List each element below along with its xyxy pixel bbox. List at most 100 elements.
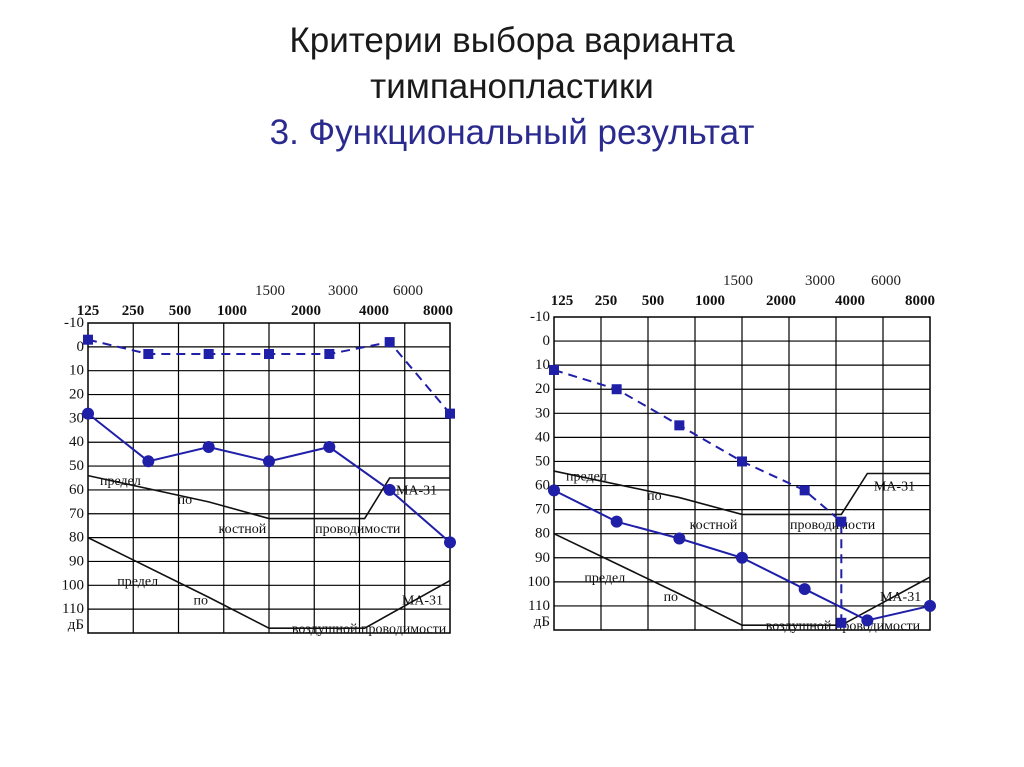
- data-point-circle: [736, 551, 748, 564]
- y-tick-label: 70: [535, 502, 550, 518]
- y-tick-label: 90: [535, 550, 550, 566]
- data-point-circle: [82, 407, 94, 420]
- y-tick-label: 100: [62, 577, 85, 593]
- x-tick-label: 2000: [766, 293, 796, 309]
- data-point-square: [264, 349, 274, 359]
- annotation-air: МА-31: [402, 593, 443, 608]
- annotation-air: по: [664, 590, 679, 605]
- x-subtick-label: 6000: [871, 273, 901, 289]
- data-point-circle: [444, 536, 456, 549]
- x-tick-label: 2000: [291, 303, 321, 319]
- x-tick-label: 8000: [905, 293, 935, 309]
- annotation-air: воздушной проводимости: [292, 622, 447, 637]
- y-unit-label: дБ: [534, 614, 550, 630]
- slide-title: Критерии выбора варианта тимпанопластики…: [0, 18, 1024, 156]
- x-tick-label: 4000: [359, 303, 389, 319]
- data-point-circle: [673, 532, 686, 545]
- data-point-square: [445, 408, 455, 419]
- x-tick-label: 500: [642, 293, 665, 309]
- x-tick-label: 125: [77, 303, 100, 319]
- annotation-air: предел: [584, 571, 625, 586]
- y-tick-label: 110: [528, 598, 550, 614]
- y-tick-label: 50: [69, 458, 84, 474]
- data-point-circle: [924, 599, 936, 612]
- annotation-bone: по: [178, 493, 193, 508]
- x-subtick-label: 3000: [805, 273, 835, 289]
- x-subtick-label: 6000: [393, 283, 423, 299]
- y-tick-label: 60: [69, 482, 84, 498]
- y-tick-label: 40: [535, 429, 550, 445]
- data-point-square: [737, 456, 747, 467]
- data-point-circle: [548, 484, 560, 497]
- x-subtick-label: 3000: [328, 283, 358, 299]
- annotation-bone: по: [647, 489, 662, 504]
- y-tick-label: 50: [535, 453, 550, 469]
- x-tick-label: 125: [551, 293, 574, 309]
- title-line-2: тимпанопластики: [370, 67, 654, 106]
- data-point-square: [83, 334, 93, 345]
- threshold-line: [87, 474, 450, 520]
- data-point-square: [203, 349, 214, 359]
- data-point-square: [836, 617, 847, 628]
- data-point-square: [836, 516, 847, 527]
- data-point-square: [799, 485, 810, 496]
- annotation-bone: проводимости: [315, 522, 401, 537]
- x-subtick-label: 1500: [723, 273, 753, 289]
- x-tick-label: 1000: [695, 293, 725, 309]
- y-tick-label: -10: [530, 309, 550, 325]
- annotation-air: предел: [117, 574, 158, 589]
- y-tick-label: 40: [69, 434, 84, 450]
- annotation-bone: МА-31: [874, 479, 915, 494]
- annotation-air: МА-31: [880, 590, 921, 605]
- title-line-1: Критерии выбора варианта: [289, 21, 735, 60]
- y-tick-label: 100: [528, 574, 551, 590]
- annotation-bone: предел: [100, 474, 141, 489]
- y-tick-label: 10: [535, 357, 550, 373]
- data-point-square: [143, 349, 154, 359]
- annotation-bone: костной: [219, 522, 267, 537]
- annotation-bone: МА-31: [396, 484, 437, 499]
- annotation-bone: проводимости: [790, 518, 876, 533]
- threshold-line: [87, 536, 451, 630]
- title-line-3: 3. Функциональный результат: [269, 113, 755, 152]
- y-tick-label: 60: [535, 478, 550, 494]
- x-tick-label: 1000: [217, 303, 247, 319]
- data-point-circle: [263, 455, 275, 468]
- data-point-square: [324, 349, 335, 359]
- y-tick-label: 0: [543, 333, 551, 349]
- y-tick-label: 20: [69, 387, 84, 403]
- data-point-circle: [383, 483, 396, 496]
- x-tick-label: 500: [169, 303, 192, 319]
- y-tick-label: -10: [64, 315, 84, 331]
- y-tick-label: 110: [62, 601, 84, 617]
- y-tick-label: 0: [77, 339, 85, 355]
- y-tick-label: 70: [69, 506, 84, 522]
- data-point-square: [549, 364, 559, 375]
- y-tick-label: 80: [69, 530, 84, 546]
- x-tick-label: 250: [122, 303, 145, 319]
- threshold-line: [553, 532, 931, 626]
- annotation-bone: предел: [566, 470, 607, 485]
- y-tick-label: 10: [69, 363, 84, 379]
- y-tick-label: 30: [69, 410, 84, 426]
- data-point-circle: [142, 455, 155, 468]
- data-point-circle: [323, 441, 336, 453]
- annotation-bone: костной: [690, 518, 738, 533]
- y-unit-label: дБ: [68, 617, 84, 633]
- y-tick-label: 20: [535, 381, 550, 397]
- y-tick-label: 80: [535, 526, 550, 542]
- y-tick-label: 90: [69, 553, 84, 569]
- data-point-square: [674, 420, 685, 431]
- annotation-air: по: [193, 593, 208, 608]
- x-subtick-label: 1500: [255, 283, 285, 299]
- y-tick-label: 30: [535, 405, 550, 421]
- data-point-circle: [861, 614, 874, 627]
- data-point-square: [384, 337, 395, 348]
- threshold-line: [553, 470, 930, 516]
- x-tick-label: 8000: [423, 303, 453, 319]
- data-point-circle: [798, 583, 811, 596]
- data-point-circle: [610, 515, 623, 528]
- data-point-circle: [202, 441, 215, 453]
